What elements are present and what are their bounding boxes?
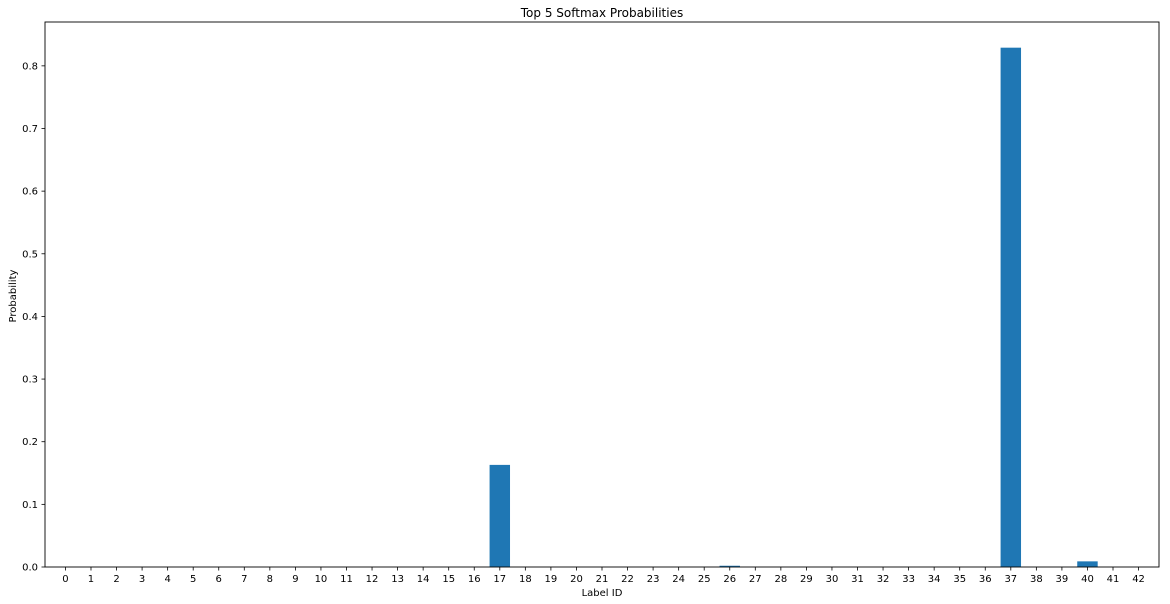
y-tick-label: 0.0 xyxy=(22,563,38,574)
y-tick-label: 0.6 xyxy=(22,187,38,198)
x-tick-label: 15 xyxy=(442,574,455,585)
x-tick-label: 12 xyxy=(366,574,379,585)
y-tick-label: 0.7 xyxy=(22,124,38,135)
x-tick-label: 8 xyxy=(267,574,273,585)
x-tick-label: 29 xyxy=(800,574,813,585)
x-tick-label: 16 xyxy=(468,574,481,585)
bar-label-26 xyxy=(719,565,740,567)
x-tick-label: 26 xyxy=(723,574,736,585)
bar-label-40 xyxy=(1077,561,1098,567)
x-tick-label: 25 xyxy=(698,574,711,585)
x-tick-label: 33 xyxy=(902,574,915,585)
x-tick-label: 27 xyxy=(749,574,762,585)
bar-label-17 xyxy=(489,464,511,567)
x-tick-label: 2 xyxy=(113,574,119,585)
x-tick-label: 35 xyxy=(953,574,966,585)
x-axis-label: Label ID xyxy=(582,588,623,599)
x-tick-label: 38 xyxy=(1030,574,1043,585)
y-tick-label: 0.3 xyxy=(22,375,38,386)
x-tick-label: 10 xyxy=(315,574,328,585)
y-tick-label: 0.4 xyxy=(22,312,38,323)
x-tick-label: 9 xyxy=(292,574,298,585)
x-tick-label: 19 xyxy=(545,574,558,585)
x-tick-label: 4 xyxy=(164,574,170,585)
x-tick-label: 18 xyxy=(519,574,532,585)
x-tick-label: 40 xyxy=(1081,574,1094,585)
x-tick-label: 6 xyxy=(216,574,222,585)
y-tick-label: 0.5 xyxy=(22,249,38,260)
x-tick-label: 30 xyxy=(826,574,839,585)
x-tick-label: 17 xyxy=(493,574,506,585)
x-tick-label: 42 xyxy=(1132,574,1145,585)
x-tick-label: 31 xyxy=(851,574,864,585)
bar-label-37 xyxy=(1000,47,1022,568)
plot-area-frame xyxy=(44,21,1160,568)
x-tick-label: 24 xyxy=(672,574,685,585)
x-tick-label: 21 xyxy=(596,574,609,585)
x-tick-label: 39 xyxy=(1056,574,1069,585)
y-tick-label: 0.2 xyxy=(22,437,38,448)
x-tick-label: 22 xyxy=(621,574,634,585)
x-axis: 0 1 2 3 4 5 6 7 8 9 10 11 12 13 14 15 16 17 18 19 20 21 22 23 24… xyxy=(62,567,1145,585)
x-tick-label: 32 xyxy=(877,574,890,585)
x-tick-label: 34 xyxy=(928,574,941,585)
x-tick-label: 13 xyxy=(391,574,404,585)
y-tick-label: 0.1 xyxy=(22,500,38,511)
x-tick-label: 20 xyxy=(570,574,583,585)
x-tick-label: 14 xyxy=(417,574,430,585)
x-tick-label: 0 xyxy=(62,574,68,585)
x-tick-label: 23 xyxy=(647,574,660,585)
bars-layer xyxy=(489,47,1098,568)
x-tick-label: 11 xyxy=(340,574,353,585)
x-tick-label: 1 xyxy=(88,574,94,585)
x-tick-label: 36 xyxy=(979,574,992,585)
y-tick-label: 0.8 xyxy=(22,61,38,72)
y-axis: 0.0 0.1 0.2 0.3 0.4 0.5 0.6 0.7 0.8 xyxy=(22,61,45,574)
x-tick-label: 37 xyxy=(1004,574,1017,585)
x-tick-label: 5 xyxy=(190,574,196,585)
x-tick-label: 7 xyxy=(241,574,247,585)
x-tick-label: 41 xyxy=(1107,574,1120,585)
chart-title: Top 5 Softmax Probabilities xyxy=(520,6,683,20)
x-tick-label: 3 xyxy=(139,574,145,585)
x-tick-label: 28 xyxy=(774,574,787,585)
y-axis-label: Probability xyxy=(8,269,19,322)
